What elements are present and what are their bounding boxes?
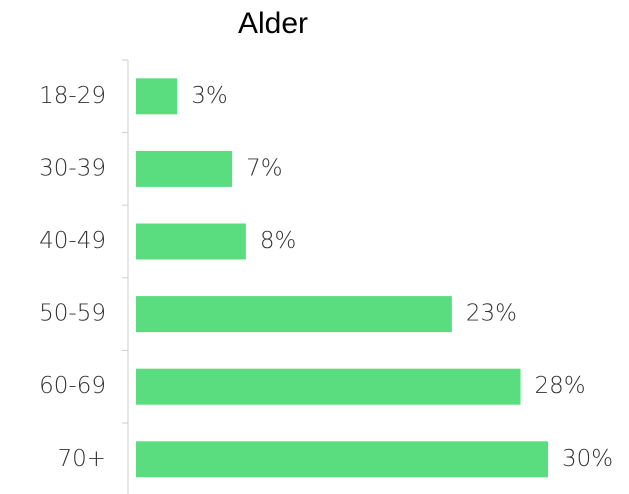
data-label: 30%: [562, 446, 613, 472]
bar: [136, 441, 548, 478]
data-label: 7%: [246, 155, 283, 181]
data-label: 8%: [260, 228, 297, 254]
bar: [136, 150, 233, 187]
y-tick-label: 60-69: [39, 373, 106, 399]
bar: [136, 368, 521, 405]
data-label: 28%: [535, 373, 586, 399]
data-label: 23%: [466, 301, 517, 327]
data-label: 3%: [191, 83, 228, 109]
y-tick-label: 30-39: [39, 155, 106, 181]
y-tick-label: 40-49: [39, 228, 106, 254]
bar: [136, 78, 178, 115]
y-tick-label: 50-59: [39, 301, 106, 327]
bar: [136, 223, 246, 260]
y-tick-label: 70+: [57, 446, 106, 472]
y-tick-label: 18-29: [39, 83, 106, 109]
chart-title: Alder: [238, 7, 308, 40]
bar: [136, 296, 452, 333]
